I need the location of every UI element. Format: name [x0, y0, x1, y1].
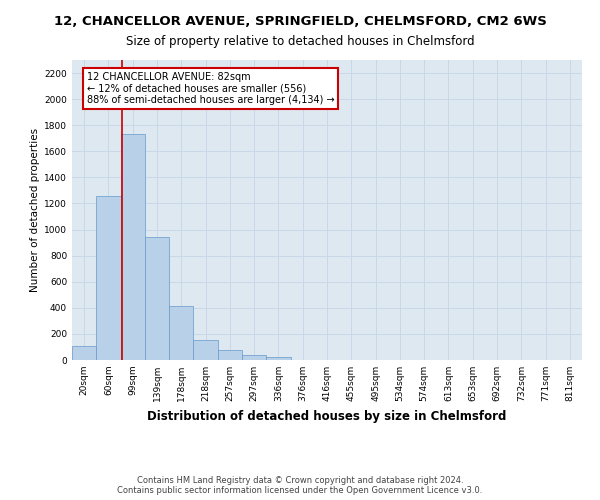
Text: 12 CHANCELLOR AVENUE: 82sqm
← 12% of detached houses are smaller (556)
88% of se: 12 CHANCELLOR AVENUE: 82sqm ← 12% of det… — [87, 72, 334, 105]
Bar — [145, 238, 169, 360]
Bar — [121, 134, 145, 360]
Bar — [266, 358, 290, 360]
X-axis label: Distribution of detached houses by size in Chelmsford: Distribution of detached houses by size … — [148, 410, 506, 422]
Bar — [193, 340, 218, 360]
Text: Contains HM Land Registry data © Crown copyright and database right 2024.
Contai: Contains HM Land Registry data © Crown c… — [118, 476, 482, 495]
Text: Size of property relative to detached houses in Chelmsford: Size of property relative to detached ho… — [125, 35, 475, 48]
Y-axis label: Number of detached properties: Number of detached properties — [30, 128, 40, 292]
Bar — [218, 350, 242, 360]
Bar — [72, 346, 96, 360]
Bar — [242, 356, 266, 360]
Bar — [169, 306, 193, 360]
Text: 12, CHANCELLOR AVENUE, SPRINGFIELD, CHELMSFORD, CM2 6WS: 12, CHANCELLOR AVENUE, SPRINGFIELD, CHEL… — [53, 15, 547, 28]
Bar — [96, 196, 121, 360]
